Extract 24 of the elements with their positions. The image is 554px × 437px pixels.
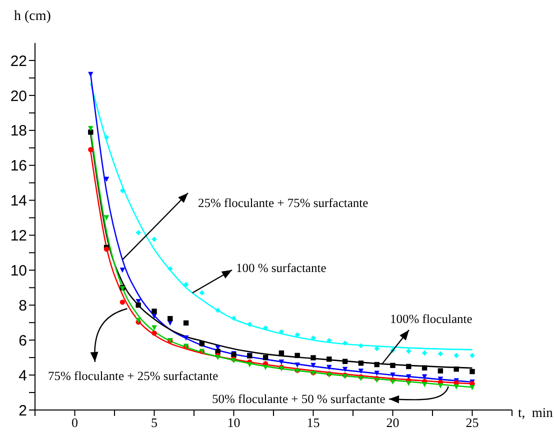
y-tick-label: 10 [10,262,27,280]
y-tick-label: 18 [10,122,27,140]
annotation: 100 % surfactante [236,261,327,275]
annotation: 25% floculante + 75% surfactante [198,196,369,210]
x-tick-label: 15 [306,415,320,430]
x-tick-label: 20 [386,415,400,430]
y-tick-label: 22 [10,52,27,70]
x-tick-label: 0 [72,415,78,430]
x-tick-label: 10 [227,415,240,430]
x-tick-label: 5 [151,415,158,430]
annotation: 75% floculante + 25% surfactante [48,369,219,383]
y-axis-title: h (cm) [14,9,52,24]
y-tick-label: 2 [18,402,27,420]
y-tick-label: 20 [10,88,27,105]
x-axis-title: t, min [518,405,554,420]
y-tick-label: 12 [10,228,27,245]
y-tick-label: 14 [10,192,27,210]
annotation: 50% floculante + 50 % surfactante [212,392,386,406]
annotation: 100% floculante [390,312,473,326]
y-tick-label: 4 [18,367,27,384]
y-tick-label: 8 [18,297,27,314]
x-tick-label: 25 [466,415,479,430]
y-tick-label: 6 [18,332,27,350]
y-tick-label: 16 [10,158,27,175]
